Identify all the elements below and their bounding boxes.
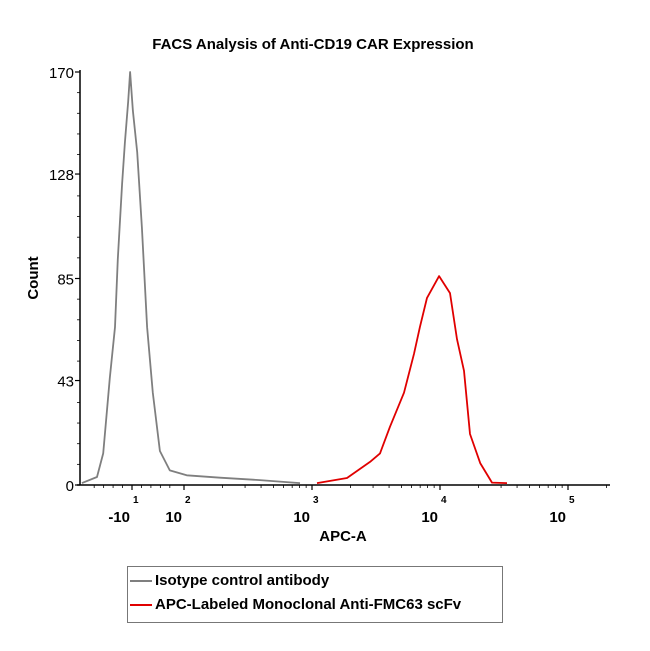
y-tick-label: 170 (49, 65, 74, 82)
x-tick-label-base: 10 (165, 509, 182, 526)
x-tick-label-base: 10 (421, 509, 438, 526)
legend-swatch-apc (130, 603, 152, 606)
legend-item-apc: APC-Labeled Monoclonal Anti-FMC63 scFv (130, 596, 461, 613)
y-tick-label: 43 (57, 374, 74, 391)
y-tick-label: 85 (57, 272, 74, 289)
legend-swatch-isotype (130, 579, 152, 582)
x-tick-label-exponent: 2 (185, 495, 191, 506)
x-tick-label-base: -10 (108, 509, 130, 526)
series-isotype-line (81, 71, 301, 484)
legend-label-isotype: Isotype control antibody (155, 572, 330, 589)
legend: Isotype control antibody APC-Labeled Mon… (127, 566, 503, 623)
y-tick-label: 0 (66, 478, 74, 495)
x-axis-label: APC-A (319, 528, 367, 545)
x-tick-label-exponent: 5 (569, 495, 575, 506)
x-tick-label-base: 10 (293, 509, 310, 526)
x-tick-label-exponent: 1 (133, 495, 139, 506)
y-tick-label: 128 (49, 167, 74, 184)
y-axis-label: Count (25, 256, 42, 299)
x-tick-label-base: 10 (549, 509, 566, 526)
x-tick-label-exponent: 4 (441, 495, 447, 506)
series-apc-line (316, 275, 508, 484)
legend-item-isotype: Isotype control antibody (130, 572, 329, 589)
legend-label-apc: APC-Labeled Monoclonal Anti-FMC63 scFv (155, 596, 462, 613)
x-tick-label-exponent: 3 (313, 495, 319, 506)
chart-title: FACS Analysis of Anti-CD19 CAR Expressio… (152, 36, 473, 53)
